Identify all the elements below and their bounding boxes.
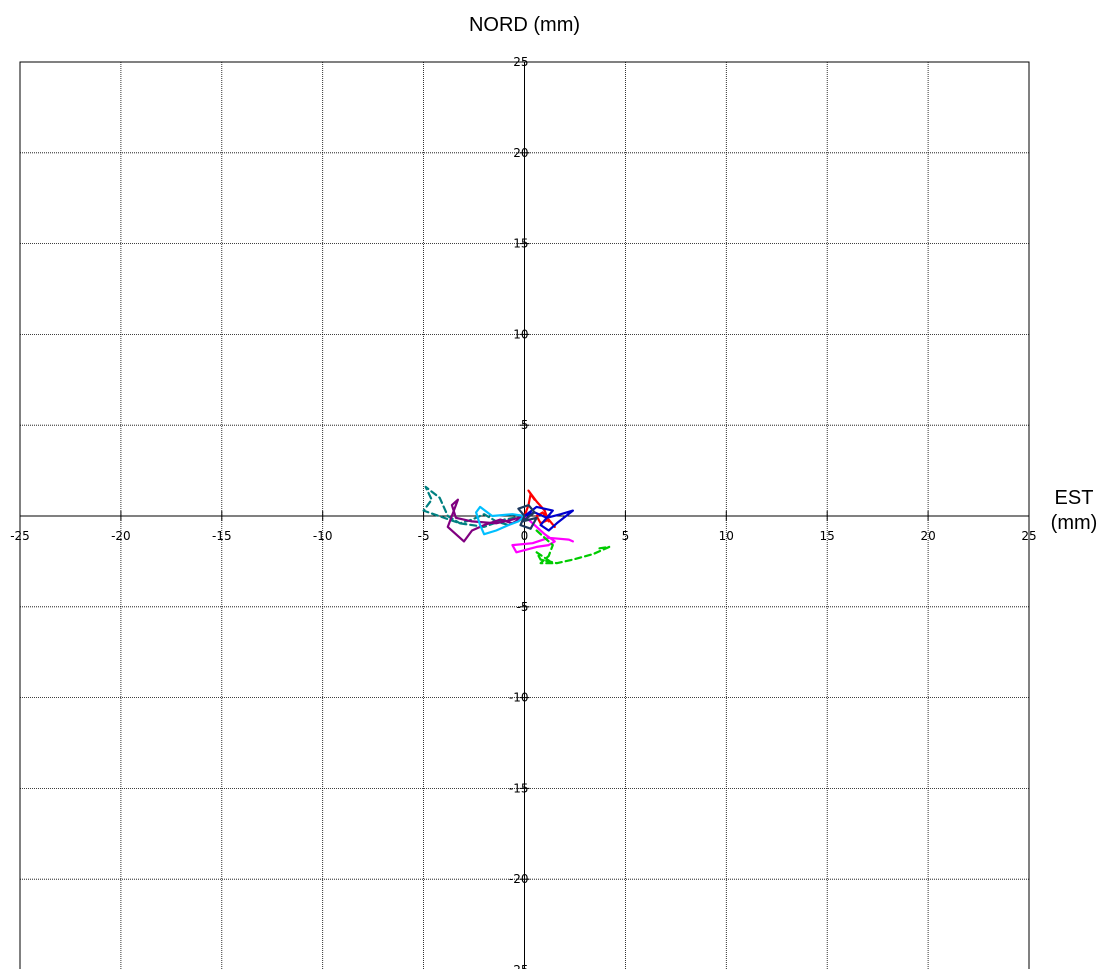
y-tick-label: 15 — [513, 237, 528, 251]
x-tick-label: -15 — [212, 529, 232, 543]
x-axis-label: EST (mm) — [1038, 486, 1109, 536]
x-tick-label: 0 — [521, 529, 529, 543]
series-line-6 — [523, 489, 556, 529]
series-line-2 — [446, 498, 526, 543]
y-tick-label: -20 — [509, 872, 529, 886]
x-tick-label: -10 — [313, 529, 333, 543]
x-axis-label-line1: EST — [1054, 487, 1094, 509]
series-line-1 — [422, 485, 526, 529]
x-tick-label: 10 — [719, 529, 734, 543]
x-tick-label: 5 — [622, 529, 630, 543]
series-lines — [422, 485, 611, 565]
x-axis-label-line2: (mm) — [1050, 512, 1098, 534]
y-tick-label: -10 — [509, 691, 529, 705]
series-line-7 — [523, 505, 575, 532]
y-tick-label: 5 — [521, 418, 529, 432]
y-tick-labels: 25 20 15 10 5 -5 -10 -15 -20 -25 — [509, 55, 529, 969]
y-tick-label: -15 — [509, 781, 529, 795]
series-line-5 — [535, 529, 611, 565]
y-tick-label: -5 — [517, 600, 529, 614]
x-tick-label: 15 — [820, 529, 835, 543]
y-tick-label: -25 — [509, 963, 529, 969]
y-tick-label: 10 — [513, 327, 528, 341]
y-tick-label: 25 — [513, 55, 528, 69]
series-line-3 — [475, 505, 526, 536]
x-tick-labels: -25 -20 -15 -10 -5 0 5 10 15 20 25 — [10, 529, 1036, 543]
series-line-4 — [511, 514, 575, 554]
x-tick-label: -5 — [418, 529, 430, 543]
y-axis-label: NORD (mm) — [468, 14, 581, 36]
y-tick-label: 20 — [513, 146, 528, 160]
series-line-8 — [517, 504, 538, 530]
x-tick-label: 25 — [1021, 529, 1036, 543]
x-tick-label: -20 — [111, 529, 131, 543]
x-tick-label: -25 — [10, 529, 30, 543]
x-tick-label: 20 — [920, 529, 935, 543]
